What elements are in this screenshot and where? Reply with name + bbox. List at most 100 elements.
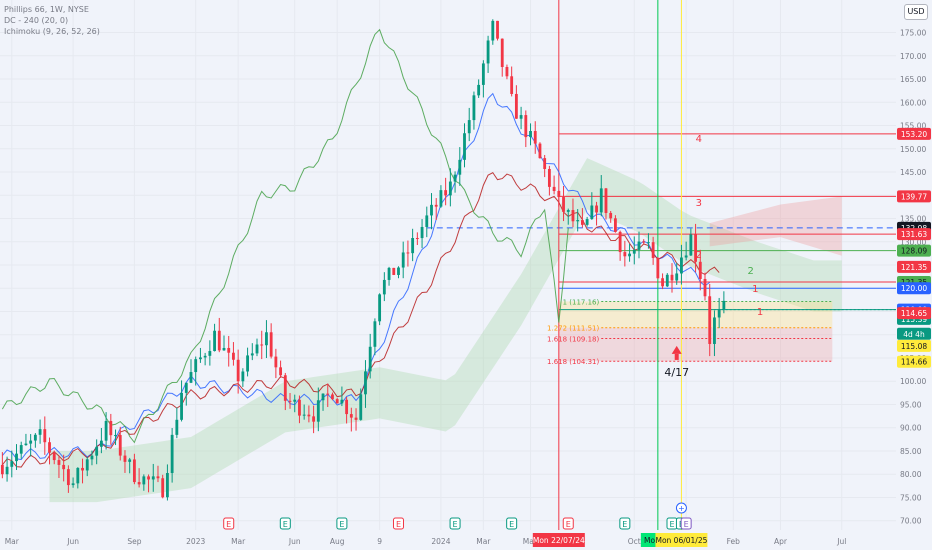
candle-down bbox=[618, 231, 622, 253]
candle-up bbox=[189, 372, 193, 383]
candle-up bbox=[411, 238, 415, 254]
candle-down bbox=[288, 400, 292, 402]
candle-up bbox=[566, 210, 570, 212]
candle-up bbox=[293, 399, 297, 402]
earnings-marker-icon[interactable]: E bbox=[392, 517, 404, 530]
earnings-marker-letter: E bbox=[566, 520, 571, 529]
candle-up bbox=[368, 346, 372, 372]
price-level-tag: 4d 4h bbox=[897, 327, 931, 340]
fib-zone-red bbox=[558, 327, 833, 362]
earnings-marker-icon[interactable]: E bbox=[562, 517, 574, 530]
candle-up bbox=[477, 84, 481, 96]
candle-up bbox=[241, 371, 245, 382]
time-axis[interactable]: MarJunSep2023MarJunAug92024MarMayOctDecF… bbox=[5, 533, 847, 547]
event-markers[interactable]: EEEEEEEEEEE+ bbox=[223, 502, 692, 530]
price-tick-label: 160.00 bbox=[900, 98, 926, 107]
earnings-marker-icon[interactable]: E bbox=[666, 517, 678, 530]
earnings-marker-icon[interactable]: E bbox=[680, 517, 692, 530]
date-tag: Mon 06/01/25 bbox=[655, 533, 708, 547]
fib-level-label: 1 (117.16) bbox=[563, 298, 600, 306]
price-tick-label: 155.00 bbox=[900, 122, 926, 131]
candle-up bbox=[420, 226, 424, 239]
price-tick-label: 150.00 bbox=[900, 145, 926, 154]
candle-down bbox=[571, 210, 575, 222]
currency-button[interactable]: USD bbox=[904, 4, 928, 20]
candle-up bbox=[378, 294, 382, 322]
candle-down bbox=[444, 190, 448, 196]
earnings-marker-icon[interactable]: E bbox=[279, 517, 291, 530]
candle-up bbox=[472, 95, 476, 121]
wave-labels: 4 3 2 2 1 1 4/17 bbox=[664, 134, 763, 379]
candle-down bbox=[670, 274, 674, 281]
candle-down bbox=[434, 204, 438, 207]
earnings-marker-icon[interactable]: E bbox=[336, 517, 348, 530]
price-level-tag-bg bbox=[897, 307, 931, 320]
candle-up bbox=[647, 242, 650, 244]
earnings-marker-box bbox=[392, 517, 404, 530]
candle-up bbox=[675, 273, 679, 281]
earnings-marker-icon[interactable]: E bbox=[449, 517, 461, 530]
candle-down bbox=[514, 93, 518, 119]
candle-up bbox=[99, 440, 103, 447]
price-tick-label: 90.00 bbox=[900, 424, 922, 433]
price-level-tag-label: 114.66 bbox=[901, 358, 927, 367]
time-tick-label: 2023 bbox=[186, 537, 205, 546]
price-level-tag-bg bbox=[897, 190, 931, 203]
wave-label: 2 bbox=[696, 250, 702, 261]
earnings-marker-box bbox=[506, 517, 518, 530]
candle-up bbox=[425, 215, 429, 227]
candle-up bbox=[359, 394, 363, 420]
candle-up bbox=[184, 382, 188, 393]
indicator-chikou bbox=[1, 28, 569, 444]
ichimoku-cloud-area bbox=[49, 158, 842, 503]
candle-up bbox=[142, 476, 146, 485]
earnings-marker-icon[interactable]: E bbox=[223, 517, 235, 530]
candle-down bbox=[147, 476, 150, 480]
candle-down bbox=[698, 261, 702, 279]
candle-down bbox=[52, 452, 56, 461]
add-event-icon bbox=[675, 502, 687, 514]
candle-up bbox=[76, 467, 80, 484]
candle-up bbox=[29, 440, 33, 444]
add-event-plus: + bbox=[678, 504, 685, 513]
candle-down bbox=[533, 131, 537, 144]
candle-up bbox=[175, 419, 179, 435]
candle-down bbox=[557, 190, 561, 198]
candle-up bbox=[713, 317, 716, 344]
candle-up bbox=[33, 434, 37, 441]
candle-up bbox=[128, 459, 132, 462]
candle-down bbox=[260, 344, 264, 346]
price-level-tag: 115.08 bbox=[897, 339, 931, 352]
price-tick-label: 75.00 bbox=[900, 493, 922, 502]
price-axis[interactable]: 70.0075.0080.0085.0090.0095.00100.00105.… bbox=[896, 0, 932, 550]
ichimoku-cloud-bearish bbox=[709, 196, 842, 256]
candle-down bbox=[623, 252, 627, 257]
price-tick-label: 95.00 bbox=[900, 400, 922, 409]
earnings-marker-letter: E bbox=[283, 520, 288, 529]
candle-up bbox=[15, 453, 18, 462]
candle-up bbox=[397, 267, 400, 275]
price-tick-label: 85.00 bbox=[900, 447, 922, 456]
candle-down bbox=[156, 476, 160, 479]
price-level-tag-label: 115.39 bbox=[901, 315, 927, 324]
earnings-marker-box bbox=[336, 517, 348, 530]
legend-indicator-ichimoku: Ichimoku (9, 26, 52, 26) bbox=[4, 27, 100, 36]
earnings-marker-icon[interactable]: E bbox=[619, 517, 631, 530]
earnings-marker-icon[interactable]: E bbox=[506, 517, 518, 530]
candle-up bbox=[689, 234, 693, 256]
candle-down bbox=[543, 158, 547, 169]
candle-down bbox=[595, 205, 598, 213]
candle-up bbox=[430, 204, 433, 216]
candle-down bbox=[217, 330, 221, 351]
price-tick-label: 70.00 bbox=[900, 517, 922, 526]
time-tick-label: Sep bbox=[127, 537, 141, 546]
candle-down bbox=[0, 464, 4, 475]
wave-label: 3 bbox=[696, 198, 702, 209]
time-tick-label: Apr bbox=[774, 537, 788, 546]
candle-up bbox=[222, 347, 226, 351]
candle-up bbox=[170, 434, 174, 474]
candle-up bbox=[340, 399, 344, 404]
date-tag-label: Mon 22/07/24 bbox=[533, 536, 585, 545]
candle-down bbox=[580, 220, 584, 225]
